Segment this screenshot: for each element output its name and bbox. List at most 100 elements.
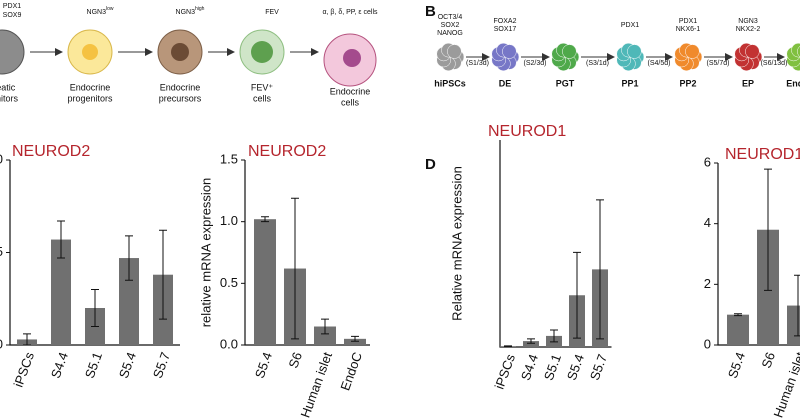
- cell-cluster: [502, 44, 517, 59]
- cell-name: genitors: [0, 93, 19, 103]
- y-tick-label: 0.0: [0, 336, 3, 351]
- cell-name: Endocrine: [70, 82, 111, 92]
- stage-duration: (S6/13d): [761, 60, 788, 67]
- stage-name: DE: [499, 78, 512, 88]
- stage-duration: (S3/1d): [586, 60, 609, 67]
- y-axis-label: relative mRNA expression: [198, 178, 213, 328]
- nucleus: [251, 41, 273, 63]
- cell: [0, 29, 25, 75]
- marker-label: NKX6-1: [676, 26, 701, 33]
- cell-name: cells: [341, 97, 360, 107]
- diagram-a: [0, 29, 377, 87]
- cell-cluster: [745, 44, 760, 59]
- x-tick-label: S5.1: [541, 352, 564, 382]
- cell-name: progenitors: [67, 93, 113, 103]
- y-tick-label: 0.5: [220, 275, 238, 290]
- error-bar: [125, 235, 133, 281]
- marker-label: FOXA2: [494, 18, 517, 25]
- cell-name: cells: [253, 93, 272, 103]
- x-tick-label: S6: [286, 350, 306, 370]
- error-bar: [527, 338, 535, 344]
- marker-label: SOX17: [494, 26, 517, 33]
- panel-label: B: [425, 3, 436, 20]
- marker-label: NANOG: [437, 30, 463, 37]
- error-bar: [57, 220, 65, 259]
- bar: [119, 258, 139, 345]
- x-tick-label: iPSCs: [11, 350, 38, 390]
- y-tick-label: 4: [704, 215, 711, 230]
- x-tick-label: S5.4: [252, 350, 275, 380]
- superscript: high: [195, 6, 205, 12]
- error-bar: [734, 313, 742, 317]
- cell-name: creatic: [0, 82, 16, 92]
- marker-label: FEV: [265, 9, 279, 16]
- x-tick-label: S5.4: [725, 350, 748, 380]
- y-tick-label: 0.0: [220, 336, 238, 351]
- error-bar: [23, 333, 31, 346]
- error-bar: [91, 289, 99, 327]
- marker-label: PDX1: [3, 3, 21, 10]
- cell-cluster: [627, 44, 642, 59]
- marker-label: NGN3low: [87, 6, 114, 16]
- chart-title: NEUROD2: [248, 143, 326, 160]
- y-tick-label: 0: [704, 336, 711, 351]
- error-bar: [351, 335, 359, 342]
- bar: [523, 341, 539, 347]
- x-tick-label: iPSCs: [492, 352, 519, 392]
- stage-name: hiPSCs: [434, 78, 466, 88]
- stage-duration: (S5/7d): [707, 60, 730, 67]
- stage-name: Endoc: [786, 78, 800, 88]
- x-tick-label: S5.4: [564, 352, 587, 382]
- error-bar: [261, 216, 269, 223]
- bar: [344, 338, 366, 345]
- cell-cluster: [797, 45, 800, 58]
- x-tick-label: S5.7: [587, 352, 610, 382]
- chart-title: NEUROD1: [488, 123, 566, 140]
- x-tick-label: S4.4: [518, 352, 541, 382]
- stage-name: PGT: [556, 78, 575, 88]
- marker-label: PDX1: [679, 18, 697, 25]
- cell-cluster: [562, 44, 577, 59]
- bar: [51, 239, 71, 345]
- bar: [787, 305, 800, 345]
- nucleus: [82, 44, 98, 60]
- x-tick-label: S5.4: [116, 350, 139, 380]
- chart-title: NEUROD1: [725, 146, 800, 163]
- nucleus: [171, 43, 189, 61]
- x-tick-label: S5.7: [150, 350, 173, 380]
- y-tick-label: 0.5: [0, 244, 3, 259]
- marker-label: NGN3: [738, 18, 758, 25]
- cell-name: precursors: [159, 93, 202, 103]
- x-tick-label: EndoC: [337, 350, 365, 392]
- y-tick-label: 1.5: [220, 151, 238, 166]
- error-bar: [504, 345, 512, 348]
- cell-name: FEV⁺: [251, 82, 274, 92]
- stage-duration: (S2/3d): [524, 60, 547, 67]
- cell-name: Endocrine: [160, 82, 201, 92]
- y-tick-label: 1.0: [220, 213, 238, 228]
- error-bar: [764, 168, 772, 291]
- bar: [314, 326, 336, 345]
- bar: [254, 219, 276, 345]
- superscript: low: [106, 6, 114, 12]
- y-tick-label: 1.0: [0, 151, 3, 166]
- y-axis-label: Relative mRNA expression: [449, 166, 464, 321]
- x-tick-label: S5.1: [82, 350, 105, 380]
- marker-label: NGN3high: [176, 6, 205, 16]
- marker-label: OCT3/4: [438, 14, 463, 21]
- cell-cluster: [685, 44, 700, 59]
- bar: [727, 314, 749, 345]
- x-tick-label: S6: [759, 350, 779, 370]
- stage-name: PP2: [679, 78, 696, 88]
- error-bar: [794, 274, 800, 337]
- marker-label: SOX9: [3, 12, 22, 19]
- error-bar: [573, 251, 581, 339]
- y-tick-label: 6: [704, 154, 711, 169]
- marker-label: SOX2: [441, 22, 460, 29]
- marker-label: NKX2-2: [736, 26, 761, 33]
- x-tick-label: S4.4: [48, 350, 71, 380]
- cell-cluster: [447, 44, 462, 59]
- nucleus: [343, 49, 361, 67]
